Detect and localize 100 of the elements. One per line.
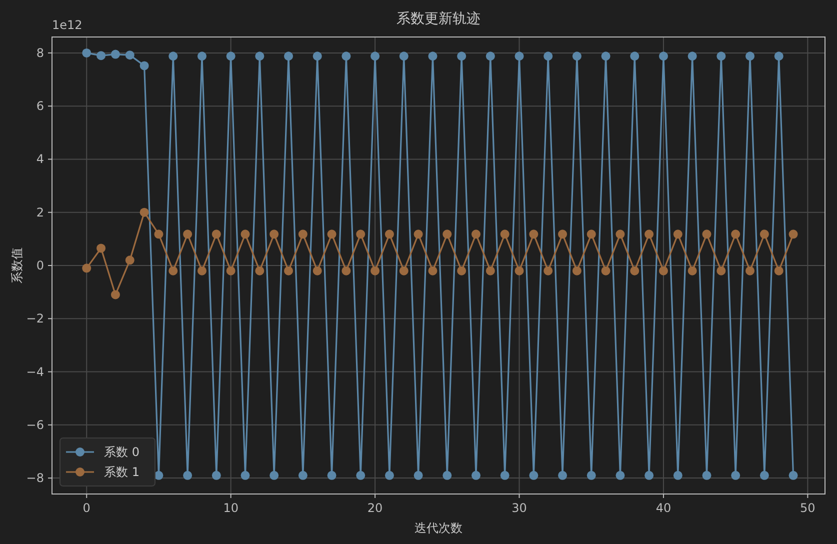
point	[342, 266, 351, 276]
point	[370, 52, 380, 61]
point	[370, 266, 380, 276]
point	[183, 230, 192, 239]
point	[731, 230, 740, 239]
point	[226, 266, 236, 276]
point	[716, 52, 726, 61]
y-tick-label: −4	[26, 364, 44, 379]
point	[197, 266, 206, 276]
point	[168, 52, 178, 61]
point	[486, 52, 495, 61]
point	[731, 470, 740, 480]
point	[702, 470, 712, 480]
point	[96, 51, 106, 60]
point	[226, 52, 236, 61]
point	[630, 266, 640, 276]
point	[255, 52, 264, 61]
point	[356, 470, 366, 480]
point	[428, 52, 438, 61]
legend-label: 系数 1	[104, 465, 140, 479]
point	[168, 266, 178, 276]
point	[760, 470, 769, 480]
point	[601, 52, 610, 61]
point	[298, 470, 308, 480]
point	[457, 52, 466, 61]
point	[688, 52, 697, 61]
x-tick-label: 40	[656, 501, 672, 515]
point	[544, 266, 553, 276]
y-tick-label: 8	[36, 46, 44, 60]
point	[529, 230, 538, 239]
point	[774, 52, 784, 61]
point	[746, 52, 755, 61]
point	[486, 266, 495, 276]
point	[616, 470, 625, 480]
y-tick-label: 4	[36, 152, 44, 166]
chart-title: 系数更新轨迹	[396, 11, 480, 27]
point	[240, 470, 250, 480]
point	[125, 256, 134, 265]
point	[500, 230, 510, 239]
point	[312, 266, 322, 276]
x-tick-label: 10	[223, 501, 238, 515]
point	[514, 266, 524, 276]
point	[774, 266, 784, 276]
y-tick-label: 0	[36, 258, 44, 272]
point	[96, 244, 106, 253]
point	[500, 470, 510, 480]
point	[760, 230, 769, 239]
point	[284, 52, 294, 61]
point	[514, 52, 524, 61]
point	[644, 470, 654, 480]
legend-label: 系数 0	[104, 445, 140, 459]
y-tick-label: −8	[26, 471, 44, 486]
point	[255, 266, 264, 276]
point	[688, 266, 697, 276]
point	[399, 266, 408, 276]
point	[788, 230, 798, 239]
point	[658, 52, 668, 61]
point	[183, 470, 192, 480]
y-tick-label: −6	[26, 418, 44, 432]
point	[673, 230, 682, 239]
point	[270, 470, 279, 480]
point	[284, 266, 294, 276]
point	[673, 470, 682, 480]
point	[327, 230, 336, 239]
point	[212, 230, 221, 239]
point	[428, 266, 438, 276]
point	[414, 230, 423, 239]
point	[140, 208, 149, 217]
x-tick-label: 50	[800, 501, 816, 515]
y-tick-label: 6	[36, 99, 44, 114]
point	[558, 470, 568, 480]
point	[716, 266, 726, 276]
point	[399, 52, 408, 61]
x-axis-title: 迭代次数	[414, 521, 462, 535]
y-axis-title: 系数值	[10, 248, 24, 284]
point	[558, 230, 568, 239]
point	[572, 52, 582, 61]
point	[616, 230, 625, 239]
point	[457, 266, 466, 276]
point	[212, 470, 221, 480]
point	[356, 230, 366, 239]
point	[414, 470, 423, 480]
point	[442, 470, 452, 480]
point	[658, 266, 668, 276]
point	[788, 470, 798, 480]
point	[110, 50, 120, 59]
point	[630, 52, 640, 61]
point	[298, 230, 308, 239]
point	[442, 230, 452, 239]
point	[154, 230, 164, 239]
point	[586, 470, 596, 480]
point	[529, 470, 538, 480]
point	[572, 266, 582, 276]
point	[342, 52, 351, 61]
point	[746, 266, 755, 276]
point	[240, 230, 250, 239]
x-tick-label: 0	[82, 501, 90, 515]
point	[82, 264, 92, 273]
x-tick-label: 20	[367, 501, 383, 515]
point	[110, 290, 120, 300]
